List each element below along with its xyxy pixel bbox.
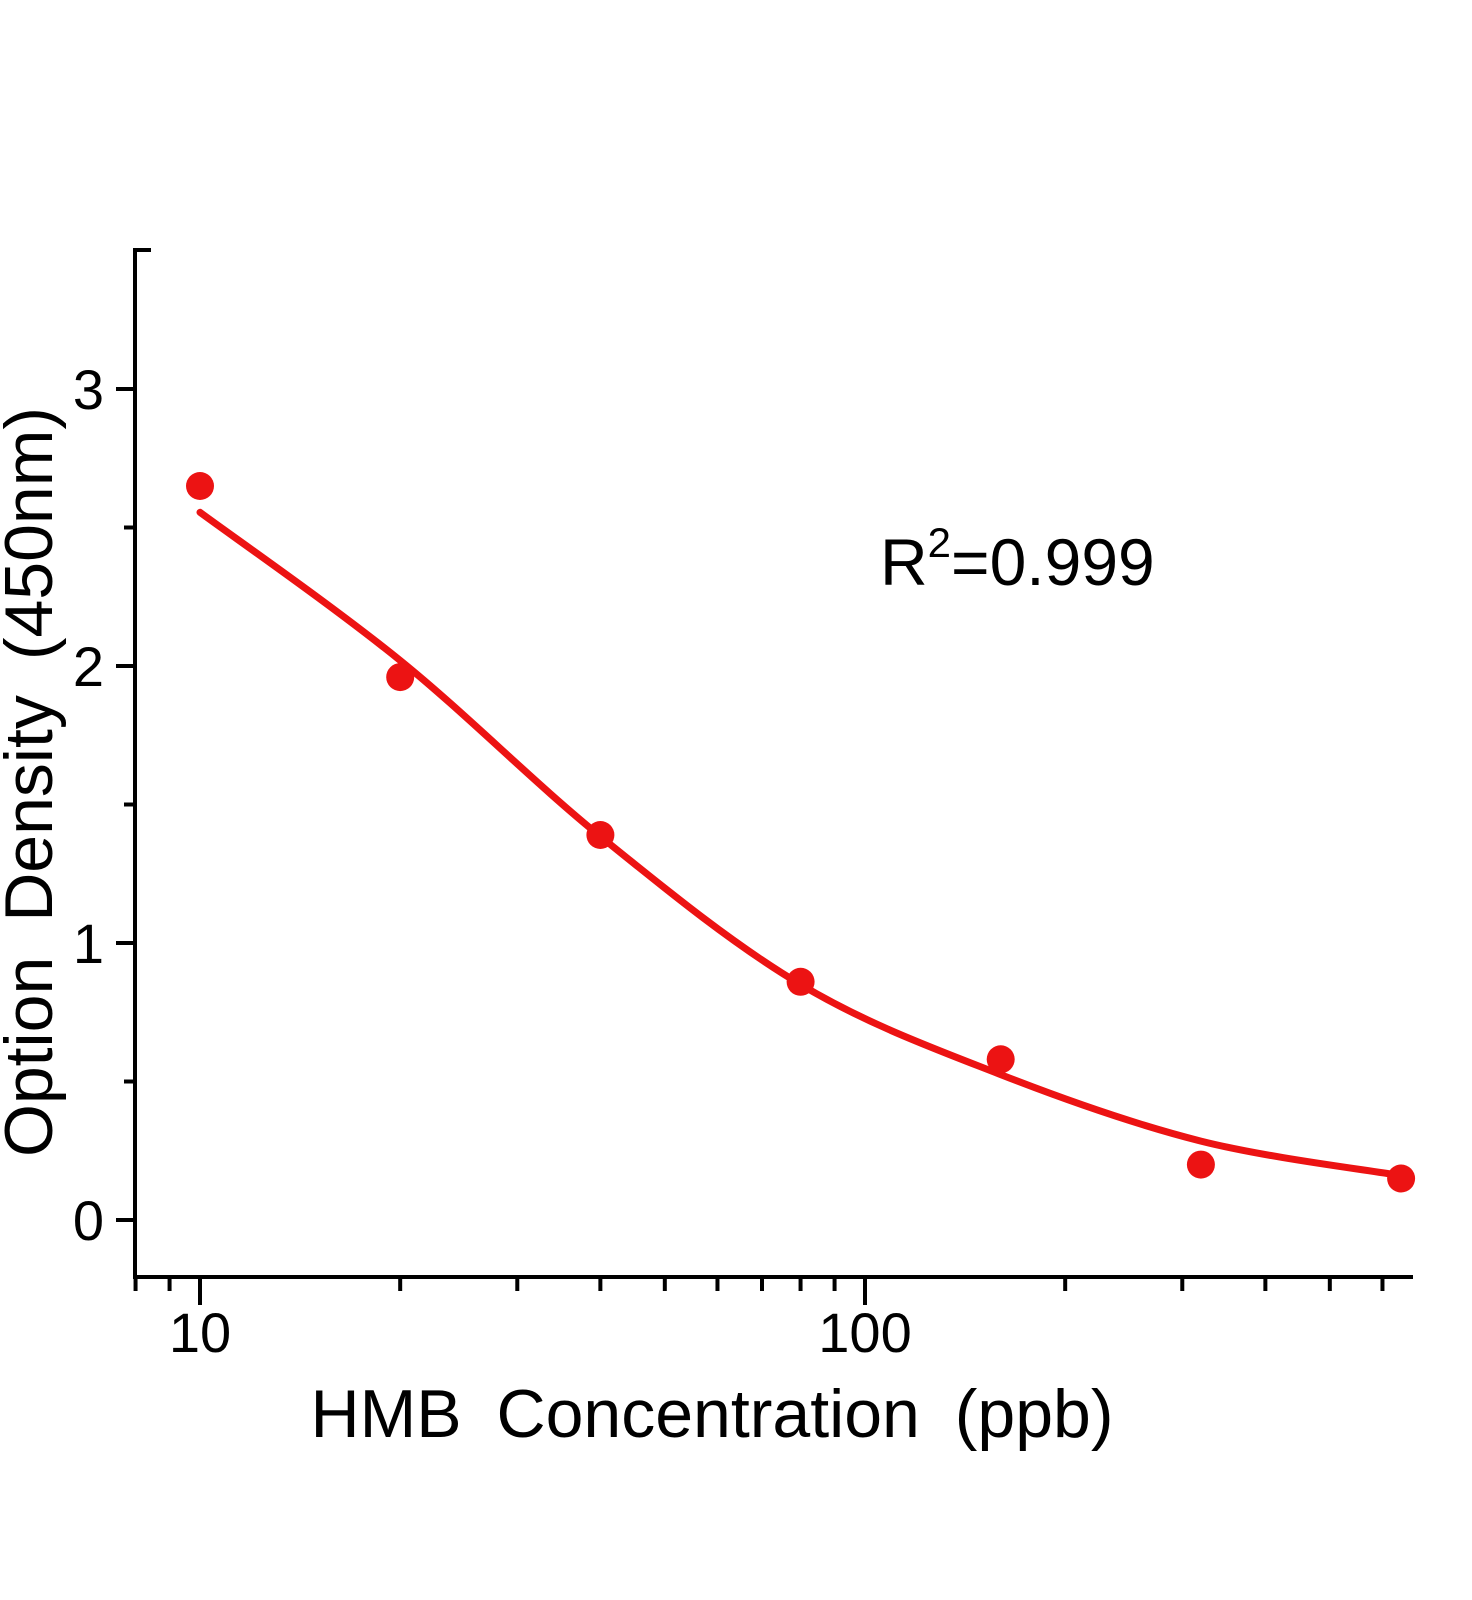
tick-labels: 0 1 2 3 10 100 xyxy=(73,358,912,1364)
fit-curve-path xyxy=(196,508,1405,1180)
y-axis-title: Option Density (450nm) xyxy=(0,407,67,1157)
axis-ticks xyxy=(116,387,1385,1305)
r-squared-superscript: 2 xyxy=(928,519,951,566)
data-point xyxy=(986,1045,1015,1074)
x-tick-label: 10 xyxy=(169,1301,231,1364)
data-points xyxy=(186,472,1416,1193)
r-squared-base: R xyxy=(880,525,928,599)
r-squared-annotation: R2=0.999 xyxy=(880,519,1155,599)
y-tick-label: 2 xyxy=(73,635,104,698)
axes xyxy=(133,248,1413,1279)
y-tick-label: 0 xyxy=(73,1189,104,1252)
data-point xyxy=(186,472,214,500)
data-point xyxy=(586,821,615,849)
y-tick-label: 3 xyxy=(73,358,104,421)
x-tick-label: 100 xyxy=(818,1301,911,1364)
data-point xyxy=(786,967,815,996)
data-point xyxy=(1186,1150,1215,1179)
data-point xyxy=(386,663,415,692)
r-squared-value: =0.999 xyxy=(951,525,1155,599)
x-axis-title: HMB Concentration (ppb) xyxy=(310,1376,1113,1452)
y-tick-label: 1 xyxy=(73,912,104,975)
fit-curve xyxy=(196,508,1405,1180)
data-point xyxy=(1387,1164,1416,1193)
